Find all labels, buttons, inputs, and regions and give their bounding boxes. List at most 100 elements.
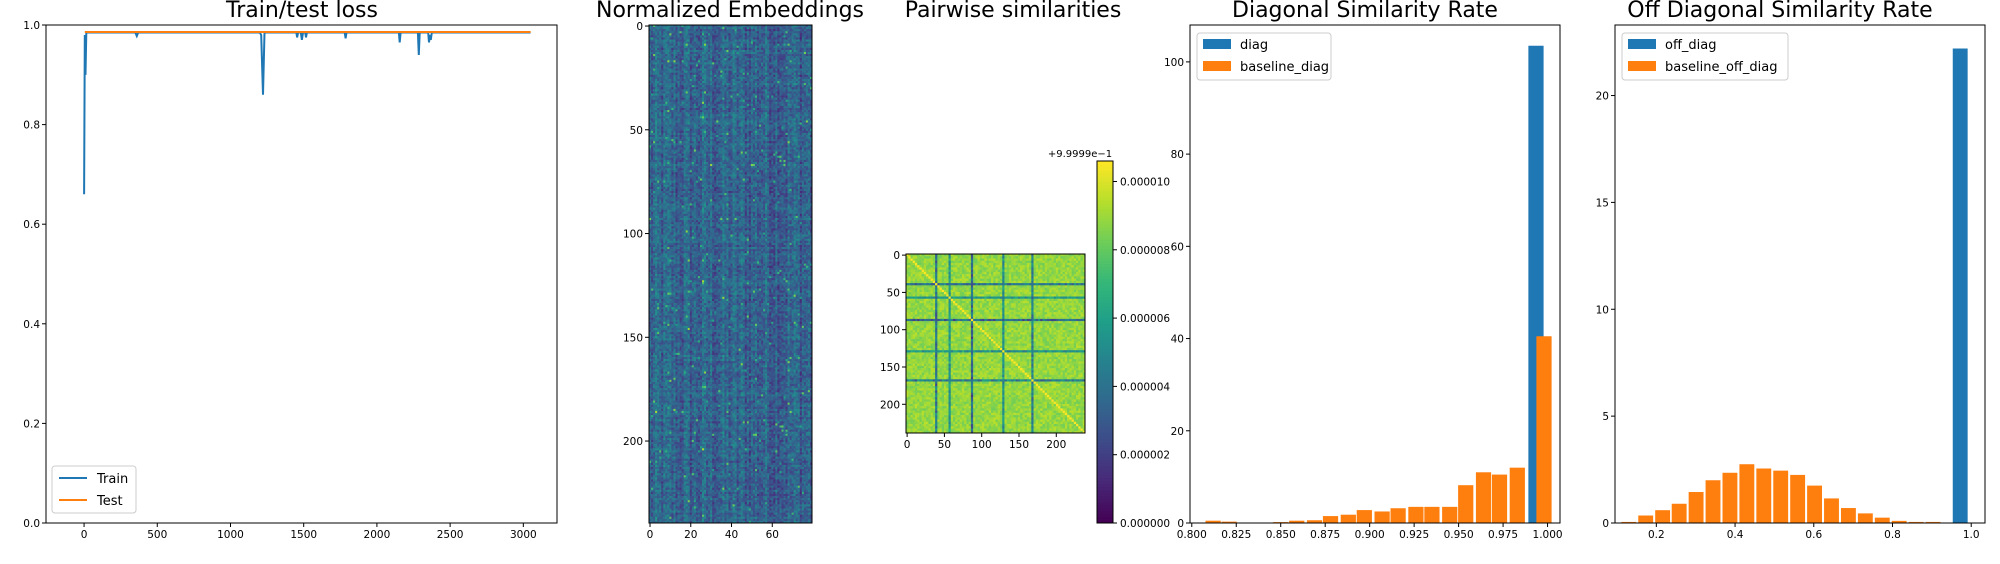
embedding-cell: [728, 118, 730, 120]
embedding-cell: [704, 91, 706, 93]
embedding-cell: [720, 37, 722, 39]
embedding-cell: [655, 93, 657, 95]
embedding-cell: [657, 37, 659, 39]
embedding-cell: [706, 133, 708, 135]
embedding-cell: [680, 106, 682, 108]
embedding-cell: [692, 120, 694, 122]
embedding-cell: [788, 73, 790, 75]
embedding-cell: [788, 104, 790, 106]
embedding-cell: [673, 91, 675, 93]
embedding-cell: [692, 50, 694, 52]
embedding-cell: [659, 33, 661, 35]
embedding-cell: [796, 137, 798, 139]
embedding-cell: [808, 87, 810, 89]
embedding-cell: [733, 143, 735, 145]
embedding-cell: [763, 73, 765, 75]
embedding-cell: [680, 52, 682, 54]
embedding-cell: [781, 83, 783, 85]
embedding-cell: [759, 35, 761, 37]
embedding-cell: [779, 40, 781, 42]
embedding-cell: [706, 60, 708, 62]
embedding-cell: [779, 73, 781, 75]
embedding-cell: [767, 52, 769, 54]
embedding-cell: [796, 104, 798, 106]
embedding-cell: [667, 64, 669, 66]
embedding-cell: [714, 125, 716, 127]
embedding-cell: [678, 71, 680, 73]
embedding-cell: [733, 135, 735, 137]
embedding-cell: [796, 120, 798, 122]
embedding-cell: [678, 108, 680, 110]
embedding-cell: [726, 147, 728, 149]
embedding-cell: [741, 50, 743, 52]
embedding-cell: [802, 85, 804, 87]
embedding-cell: [808, 93, 810, 95]
embedding-cell: [659, 48, 661, 50]
embedding-cell: [804, 73, 806, 75]
embedding-cell: [767, 87, 769, 89]
embedding-cell: [692, 69, 694, 71]
embedding-cell: [761, 33, 763, 35]
embedding-cell: [714, 67, 716, 69]
embedding-cell: [718, 150, 720, 152]
embedding-cell: [720, 110, 722, 112]
embedding-cell: [747, 69, 749, 71]
embedding-cell: [665, 85, 667, 87]
embedding-cell: [800, 27, 802, 29]
embedding-cell: [722, 58, 724, 60]
embedding-cell: [720, 152, 722, 154]
embedding-cell: [673, 71, 675, 73]
embedding-cell: [712, 145, 714, 147]
embedding-cell: [698, 129, 700, 131]
embedding-cell: [763, 93, 765, 95]
embedding-cell: [671, 152, 673, 154]
embedding-cell: [781, 85, 783, 87]
embedding-cell: [728, 48, 730, 50]
embedding-cell: [739, 120, 741, 122]
embedding-cell: [769, 54, 771, 56]
embedding-cell: [690, 87, 692, 89]
embedding-cell: [759, 58, 761, 60]
embedding-cell: [745, 85, 747, 87]
embedding-cell: [761, 50, 763, 52]
embedding-cell: [706, 145, 708, 147]
embedding-cell: [722, 123, 724, 125]
embedding-cell: [747, 33, 749, 35]
embedding-cell: [777, 133, 779, 135]
embedding-cell: [790, 112, 792, 114]
embedding-cell: [767, 118, 769, 120]
embedding-cell: [704, 69, 706, 71]
embedding-cell: [771, 104, 773, 106]
embedding-cell: [745, 150, 747, 152]
embedding-cell: [808, 96, 810, 98]
embedding-cell: [733, 50, 735, 52]
embedding-cell: [747, 89, 749, 91]
embedding-cell: [700, 75, 702, 77]
embedding-cell: [678, 62, 680, 64]
embedding-cell: [747, 83, 749, 85]
embedding-cell: [802, 139, 804, 141]
embedding-cell: [731, 129, 733, 131]
embedding-cell: [800, 46, 802, 48]
embedding-cell: [692, 85, 694, 87]
embedding-cell: [714, 85, 716, 87]
embedding-cell: [800, 73, 802, 75]
embedding-cell: [759, 71, 761, 73]
embedding-cell: [682, 52, 684, 54]
embedding-cell: [651, 29, 653, 31]
embedding-cell: [804, 42, 806, 44]
embedding-cell: [657, 64, 659, 66]
embedding-cell: [737, 120, 739, 122]
embedding-cell: [686, 139, 688, 141]
embedding-cell: [706, 96, 708, 98]
embedding-cell: [779, 104, 781, 106]
embedding-cell: [745, 139, 747, 141]
embedding-cell: [720, 120, 722, 122]
embedding-cell: [753, 67, 755, 69]
embedding-cell: [802, 131, 804, 133]
embedding-cell: [777, 71, 779, 73]
embedding-cell: [771, 129, 773, 131]
embedding-cell: [686, 114, 688, 116]
embedding-cell: [671, 40, 673, 42]
embedding-cell: [733, 56, 735, 58]
